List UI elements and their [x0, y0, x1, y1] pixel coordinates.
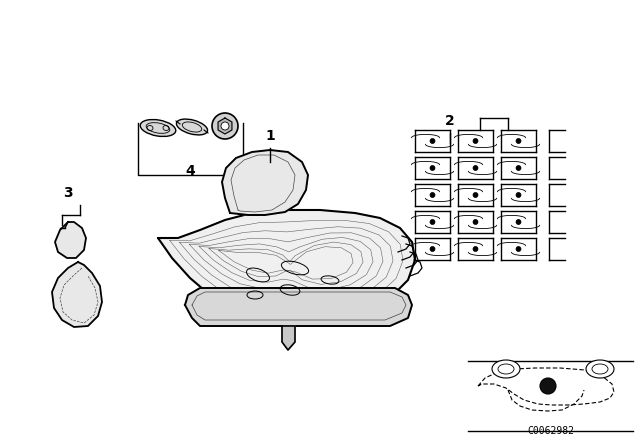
Text: 1: 1	[265, 129, 275, 143]
Ellipse shape	[516, 220, 521, 224]
Ellipse shape	[473, 193, 478, 198]
Polygon shape	[282, 326, 295, 350]
Ellipse shape	[177, 119, 207, 135]
Ellipse shape	[140, 120, 176, 137]
Ellipse shape	[221, 122, 229, 130]
Ellipse shape	[473, 220, 478, 224]
Text: 3: 3	[63, 186, 73, 200]
Polygon shape	[222, 150, 308, 215]
Ellipse shape	[492, 360, 520, 378]
Ellipse shape	[473, 138, 478, 143]
Text: 4: 4	[185, 164, 195, 178]
Polygon shape	[218, 118, 232, 134]
Ellipse shape	[430, 138, 435, 143]
Text: 2: 2	[445, 114, 455, 128]
Ellipse shape	[540, 378, 556, 394]
Ellipse shape	[473, 246, 478, 251]
Polygon shape	[52, 262, 102, 327]
Ellipse shape	[516, 165, 521, 171]
Ellipse shape	[473, 165, 478, 171]
Ellipse shape	[212, 113, 238, 139]
Ellipse shape	[586, 360, 614, 378]
Ellipse shape	[516, 138, 521, 143]
Ellipse shape	[430, 220, 435, 224]
Ellipse shape	[430, 193, 435, 198]
Text: C0062982: C0062982	[527, 426, 575, 436]
Ellipse shape	[516, 193, 521, 198]
Ellipse shape	[430, 165, 435, 171]
Polygon shape	[158, 210, 415, 322]
Ellipse shape	[430, 246, 435, 251]
Ellipse shape	[516, 246, 521, 251]
Polygon shape	[55, 222, 86, 258]
Polygon shape	[185, 288, 412, 326]
